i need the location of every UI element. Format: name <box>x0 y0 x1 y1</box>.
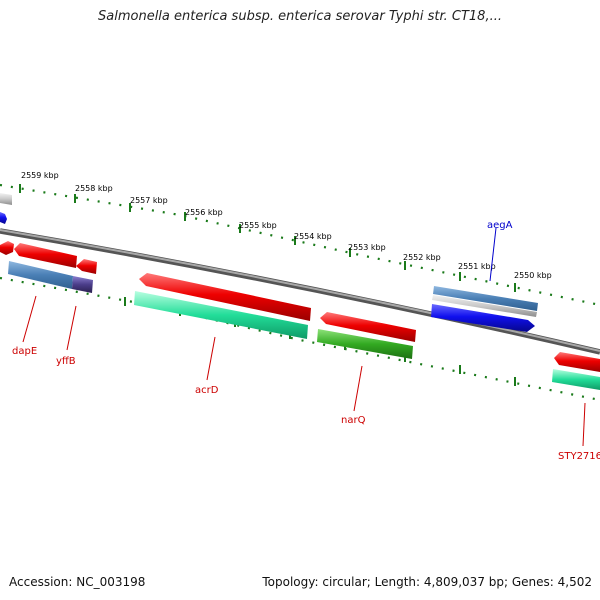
tick-label: 2552 kbp <box>403 253 441 262</box>
tick-label: 2554 kbp <box>294 232 332 241</box>
genome-summary-text: Topology: circular; Length: 4,809,037 bp… <box>262 575 592 589</box>
gene-feature[interactable] <box>139 273 311 321</box>
gene-feature[interactable] <box>554 352 600 372</box>
gene-label-acrD[interactable]: acrD <box>195 385 219 396</box>
reverse-strand-genes <box>8 261 600 390</box>
gene-feature[interactable] <box>14 243 77 268</box>
gene-feature[interactable] <box>0 241 14 255</box>
scale-labels: 2559 kbp 2558 kbp 2557 kbp 2556 kbp 2555… <box>21 171 552 280</box>
gene-feature[interactable] <box>76 259 97 274</box>
gene-feature[interactable] <box>320 312 416 342</box>
gene-feature[interactable] <box>317 329 413 359</box>
gene-label-dapE[interactable]: dapE <box>12 346 37 357</box>
accession-text: Accession: NC_003198 <box>9 575 146 589</box>
tick-label: 2553 kbp <box>348 243 386 252</box>
tick-label: 2559 kbp <box>21 171 59 180</box>
tick-label: 2555 kbp <box>239 221 277 230</box>
gene-feature[interactable] <box>431 304 535 332</box>
map-title: Salmonella enterica subsp. enterica sero… <box>98 9 502 24</box>
gene-feature[interactable] <box>433 286 538 311</box>
gene-feature[interactable] <box>432 295 537 317</box>
gene-label-sty2716[interactable]: STY2716 <box>558 451 600 462</box>
tick-label: 2557 kbp <box>130 196 168 205</box>
gene-feature[interactable] <box>552 369 600 390</box>
gene-feature[interactable] <box>0 212 7 224</box>
gene-feature[interactable] <box>134 291 308 339</box>
gene-labels: dapE yffB acrD narQ aegA STY2716 <box>12 220 600 462</box>
label-leaders <box>22 227 586 447</box>
gene-feature[interactable] <box>8 261 73 289</box>
tick-label: 2550 kbp <box>514 271 552 280</box>
gene-feature[interactable] <box>0 193 12 205</box>
gene-feature[interactable] <box>72 276 93 293</box>
tick-label: 2558 kbp <box>75 184 113 193</box>
gene-label-narQ[interactable]: narQ <box>341 415 366 426</box>
tick-label: 2556 kbp <box>185 208 223 217</box>
gene-label-aegA[interactable]: aegA <box>487 220 513 231</box>
inner-tick-track <box>0 276 600 402</box>
tick-label: 2551 kbp <box>458 262 496 271</box>
forward-strand-genes <box>0 241 600 372</box>
gene-label-yffB[interactable]: yffB <box>56 356 76 367</box>
genome-backbone-highlight <box>0 229 600 352</box>
outer-major-ticks <box>19 184 516 292</box>
